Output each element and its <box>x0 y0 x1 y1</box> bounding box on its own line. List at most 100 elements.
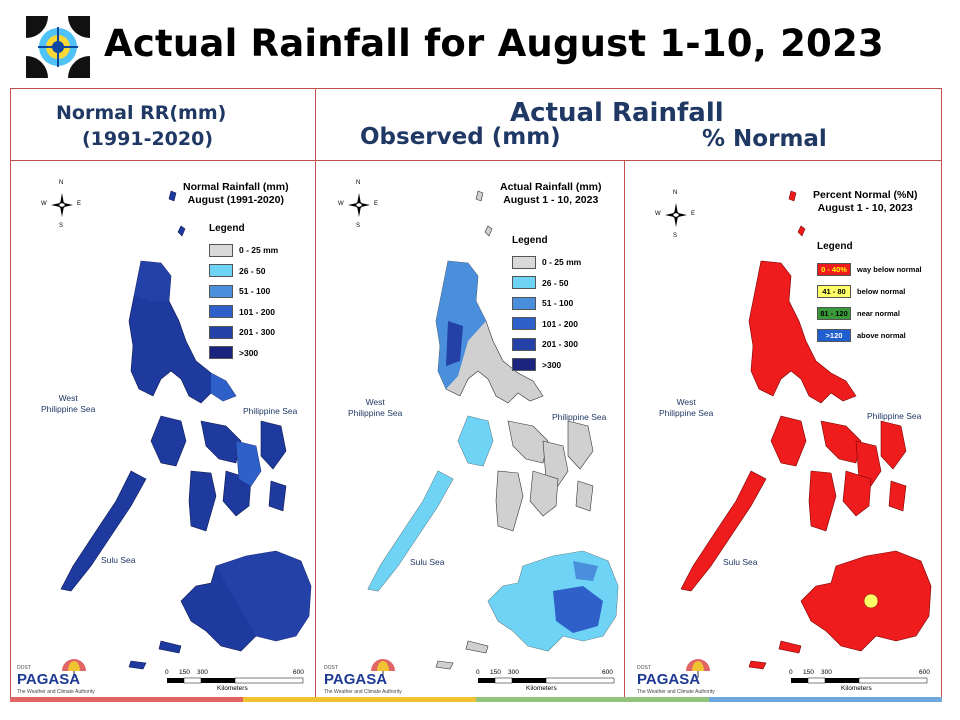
legend-row: >120 above normal <box>817 324 922 346</box>
pagasa-umbrella-icon <box>62 659 86 678</box>
map-title-line1: Normal Rainfall (mm) <box>183 181 289 193</box>
sea-label-line2: Philippine Sea <box>41 404 96 414</box>
philippine-sea-label: Philippine Sea <box>243 406 298 416</box>
compass-s: S <box>673 233 678 239</box>
scale-bar <box>791 677 928 684</box>
pagasa-tagline: The Weather and Climate Authority <box>324 689 402 695</box>
scale-tick: 150 <box>179 669 190 676</box>
normal-rainfall-map-panel: N S W E Normal Rainfall (mm) August (199… <box>10 160 316 700</box>
legend-swatch <box>209 264 233 278</box>
philippine-sea-label: Philippine Sea <box>552 412 607 422</box>
map-legend: Legend 0 - 25 mm 26 - 50 51 - 100 101 - … <box>512 235 581 375</box>
legend-swatch: >120 <box>817 328 851 342</box>
legend-label: 51 - 100 <box>542 298 574 309</box>
compass-rose-icon <box>51 193 73 217</box>
legend-label: near normal <box>857 308 900 318</box>
legend-title: Legend <box>817 241 853 252</box>
sulu-sea-label: Sulu Sea <box>723 557 758 567</box>
legend-swatch <box>209 284 233 298</box>
west-philippine-sea-label: West Philippine Sea <box>659 397 713 419</box>
compass-s: S <box>59 223 64 229</box>
map-title: Actual Rainfall (mm) August 1 - 10, 2023 <box>500 181 602 207</box>
page-title: Actual Rainfall for August 1-10, 2023 <box>104 22 884 65</box>
legend-swatch <box>209 346 233 360</box>
legend-swatch: 81 - 120 <box>817 306 851 320</box>
legend-swatch: 0 - 40% <box>817 262 851 276</box>
compass-rose-icon <box>348 193 370 217</box>
compass-e: E <box>77 201 82 207</box>
legend-row: 0 - 40% way below normal <box>817 258 922 280</box>
map-title: Normal Rainfall (mm) August (1991-2020) <box>183 181 289 207</box>
compass-n: N <box>356 180 361 186</box>
pagasa-wordmark: PAGASA <box>324 671 388 688</box>
sulu-sea-label: Sulu Sea <box>410 557 445 567</box>
compass-w: W <box>655 211 661 217</box>
legend-swatch <box>512 337 536 351</box>
region-patch <box>446 321 463 366</box>
legend-row: >300 <box>512 355 581 376</box>
pagasa-wordmark: PAGASA <box>17 671 81 688</box>
compass-w: W <box>41 201 47 207</box>
compass-w: W <box>338 201 344 207</box>
map-legend: Legend 0 - 40% way below normal 41 - 80 be… <box>817 241 922 346</box>
legend-row: 81 - 120 near normal <box>817 302 922 324</box>
legend-label: 26 - 50 <box>542 277 569 288</box>
pagasa-tagline: The Weather and Climate Authority <box>17 689 95 695</box>
sea-label-line2: Philippine Sea <box>348 408 403 418</box>
legend-swatch <box>512 296 536 310</box>
legend-row: 201 - 300 <box>512 334 581 355</box>
map-title: Percent Normal (%N) August 1 - 10, 2023 <box>813 189 917 215</box>
legend-swatch <box>209 305 233 319</box>
sea-label-line1: West <box>365 397 385 407</box>
sulu-sea-label: Sulu Sea <box>101 555 136 565</box>
legend-label: below normal <box>857 286 906 296</box>
scale-unit: Kilometers <box>526 685 557 692</box>
scale-tick: 150 <box>490 669 501 676</box>
normal-rainfall-map <box>60 190 312 670</box>
compass-e: E <box>374 201 379 207</box>
below-normal-patch <box>863 593 879 609</box>
scale-tick: 600 <box>602 669 613 676</box>
pagasa-umbrella-icon <box>371 659 395 678</box>
legend-row: 0 - 25 mm <box>209 240 278 261</box>
map-title-line2: August 1 - 10, 2023 <box>817 202 913 214</box>
legend-label: 101 - 200 <box>239 306 275 317</box>
philippine-sea-label: Philippine Sea <box>867 411 922 421</box>
normal-period-label: (1991-2020) <box>82 128 214 150</box>
legend-title: Legend <box>209 223 245 234</box>
region-patch <box>236 441 261 486</box>
scale-tick: 300 <box>508 669 519 676</box>
scale-unit: Kilometers <box>841 685 872 692</box>
actual-rainfall-map-panel: N S W E Actual Rainfall (mm) August 1 - … <box>315 160 625 700</box>
region-patch <box>368 471 453 591</box>
map-title-line1: Percent Normal (%N) <box>813 189 918 201</box>
sea-label-line1: West <box>676 397 696 407</box>
scale-tick: 0 <box>789 669 793 676</box>
pagasa-wordmark: PAGASA <box>637 671 701 688</box>
scale-bar <box>167 677 304 684</box>
map-title-line1: Actual Rainfall (mm) <box>500 181 602 193</box>
pagasa-umbrella-icon <box>686 659 710 678</box>
percent-normal-map <box>680 190 932 670</box>
legend-row: 0 - 25 mm <box>512 252 581 273</box>
legend-label: >300 <box>542 359 562 370</box>
observed-label: Observed (mm) <box>360 124 561 150</box>
legend-label: 101 - 200 <box>542 318 578 329</box>
legend-label: way below normal <box>857 264 922 274</box>
scale-tick: 150 <box>803 669 814 676</box>
legend-row: 51 - 100 <box>512 293 581 314</box>
actual-rainfall-map <box>367 190 619 670</box>
scale-unit: Kilometers <box>217 685 248 692</box>
legend-label: above normal <box>857 330 906 340</box>
legend-label: 26 - 50 <box>239 265 266 276</box>
scale-tick: 0 <box>476 669 480 676</box>
region-patch <box>211 373 236 401</box>
legend-title: Legend <box>512 235 548 246</box>
legend-swatch <box>512 317 536 331</box>
dost-label: DOST <box>324 665 338 671</box>
legend-label: 201 - 300 <box>542 339 578 350</box>
legend-row: 101 - 200 <box>512 314 581 335</box>
actual-rainfall-label: Actual Rainfall <box>510 98 724 128</box>
legend-swatch <box>209 325 233 339</box>
sea-label-line1: West <box>58 393 78 403</box>
